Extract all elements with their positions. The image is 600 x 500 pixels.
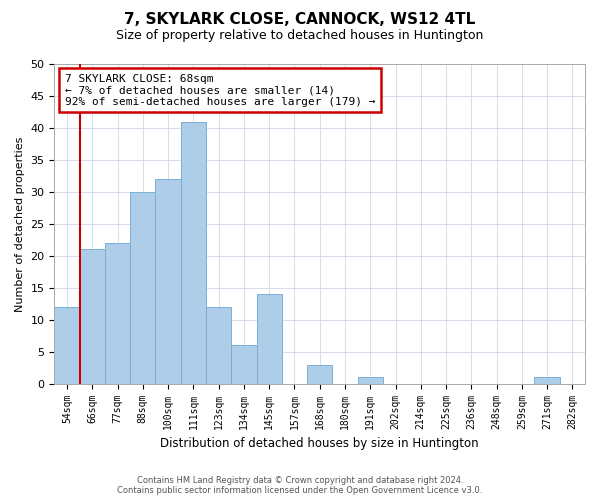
- Text: 7, SKYLARK CLOSE, CANNOCK, WS12 4TL: 7, SKYLARK CLOSE, CANNOCK, WS12 4TL: [124, 12, 476, 28]
- Text: 7 SKYLARK CLOSE: 68sqm
← 7% of detached houses are smaller (14)
92% of semi-deta: 7 SKYLARK CLOSE: 68sqm ← 7% of detached …: [65, 74, 376, 107]
- Text: Size of property relative to detached houses in Huntington: Size of property relative to detached ho…: [116, 29, 484, 42]
- Bar: [80, 250, 105, 384]
- Bar: [130, 192, 155, 384]
- Bar: [257, 294, 282, 384]
- Bar: [55, 307, 80, 384]
- X-axis label: Distribution of detached houses by size in Huntington: Distribution of detached houses by size …: [160, 437, 479, 450]
- Bar: [231, 346, 257, 384]
- Bar: [105, 243, 130, 384]
- Bar: [155, 179, 181, 384]
- Bar: [535, 378, 560, 384]
- Bar: [181, 122, 206, 384]
- Y-axis label: Number of detached properties: Number of detached properties: [15, 136, 25, 312]
- Bar: [206, 307, 231, 384]
- Text: Contains HM Land Registry data © Crown copyright and database right 2024.
Contai: Contains HM Land Registry data © Crown c…: [118, 476, 482, 495]
- Bar: [358, 378, 383, 384]
- Bar: [307, 364, 332, 384]
